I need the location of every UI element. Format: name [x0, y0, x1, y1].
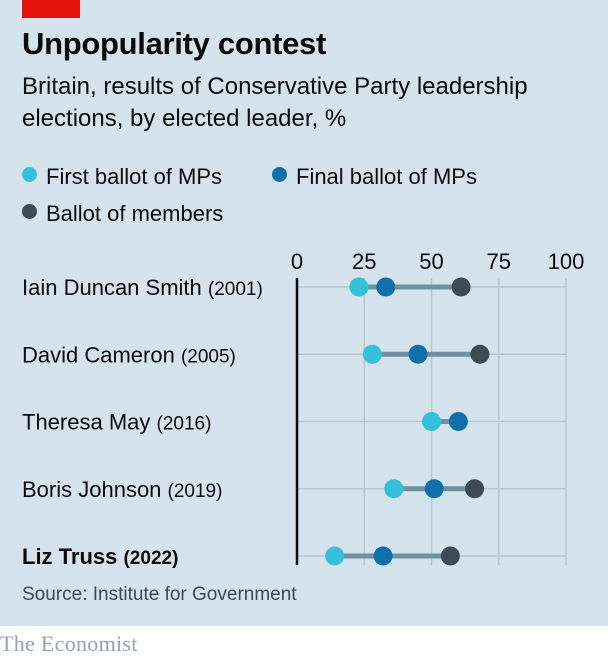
- legend-label-first-ballot: First ballot of MPs: [46, 164, 223, 189]
- dot-members-1: [470, 344, 490, 364]
- chart-title: Unpopularity contest: [22, 26, 327, 61]
- row-year-1: (2005): [181, 346, 236, 367]
- legend-label-members: Ballot of members: [46, 201, 224, 226]
- dot-members-4: [440, 546, 460, 566]
- x-tick-label-100: 100: [548, 249, 585, 274]
- source-note: Source: Institute for Government: [22, 584, 297, 605]
- row-label-0: Iain Duncan Smith (2001): [22, 275, 263, 300]
- x-tick-label-25: 25: [352, 249, 376, 274]
- dot-members-0: [451, 277, 471, 297]
- row-label-1: David Cameron (2005): [22, 342, 236, 367]
- dot-first-1: [362, 344, 382, 364]
- chart-panel: Unpopularity contest Britain, results of…: [0, 0, 608, 626]
- x-tick-label-0: 0: [291, 249, 303, 274]
- legend-dot-members: [22, 204, 37, 219]
- dot-final-3: [424, 479, 444, 499]
- brand-red-tag: [22, 0, 80, 18]
- legend-dot-first-ballot: [22, 167, 37, 182]
- dot-plot: 0 25 50 75 100 Iain Duncan Smith (2001) David …: [22, 249, 585, 569]
- legend-item-first-ballot: First ballot of MPs: [22, 164, 222, 190]
- economist-logo: The Economist: [0, 631, 138, 656]
- x-tick-label-75: 75: [487, 249, 511, 274]
- dot-first-3: [384, 479, 404, 499]
- dot-first-0: [349, 277, 369, 297]
- legend-dot-final-ballot: [272, 167, 287, 182]
- dot-members-3: [465, 479, 485, 499]
- legend-item-members: Ballot of members: [22, 201, 223, 227]
- row-name-1: David Cameron: [22, 342, 181, 367]
- row-year-2: (2016): [157, 414, 212, 435]
- row-name-3: Boris Johnson: [22, 477, 168, 502]
- row-name-0: Iain Duncan Smith: [22, 275, 208, 300]
- row-year-3: (2019): [168, 481, 223, 502]
- row-year-4: (2022): [123, 548, 178, 569]
- row-name-4: Liz Truss: [22, 544, 123, 569]
- row-label-2: Theresa May (2016): [22, 410, 211, 435]
- row-label-4: Liz Truss (2022): [22, 544, 178, 569]
- row-label-3: Boris Johnson (2019): [22, 477, 222, 502]
- dot-final-2: [448, 412, 468, 431]
- chart-subtitle: Britain, results of Conservative Party l…: [22, 73, 528, 132]
- x-tick-label-50: 50: [419, 249, 443, 274]
- legend-item-final-ballot: Final ballot of MPs: [272, 164, 477, 190]
- row-year-0: (2001): [208, 279, 263, 300]
- dot-first-2: [422, 412, 441, 431]
- dot-final-0: [376, 277, 396, 297]
- legend-label-final-ballot: Final ballot of MPs: [296, 164, 477, 189]
- dot-final-4: [373, 546, 393, 566]
- dot-final-1: [408, 344, 428, 364]
- row-name-2: Theresa May: [22, 410, 157, 435]
- dot-first-4: [325, 546, 345, 566]
